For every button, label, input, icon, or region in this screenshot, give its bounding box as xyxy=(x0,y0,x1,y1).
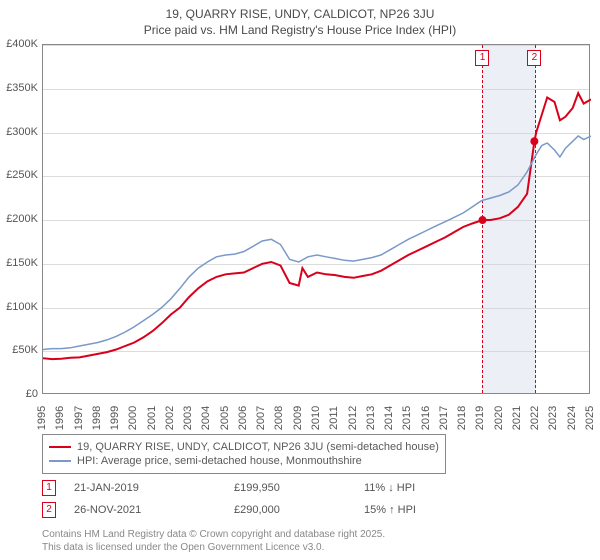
y-axis-label: £200K xyxy=(2,213,38,225)
x-axis-label: 2012 xyxy=(347,406,359,430)
x-axis-label: 2003 xyxy=(182,406,194,430)
chart-plot-area xyxy=(42,44,590,394)
x-axis-label: 2022 xyxy=(529,406,541,430)
y-axis-label: £400K xyxy=(2,38,38,50)
y-axis-label: £150K xyxy=(2,257,38,269)
x-axis-label: 2020 xyxy=(493,406,505,430)
sale-dot xyxy=(530,137,538,145)
sale-row-price: £290,000 xyxy=(234,504,364,516)
x-axis-label: 2024 xyxy=(566,406,578,430)
x-axis-label: 2004 xyxy=(200,406,212,430)
sale-marker-1: 1 xyxy=(475,50,489,66)
legend-label: 19, QUARRY RISE, UNDY, CALDICOT, NP26 3J… xyxy=(77,441,439,453)
y-axis-label: £300K xyxy=(2,126,38,138)
x-axis-label: 2025 xyxy=(584,406,596,430)
x-axis-label: 2019 xyxy=(474,406,486,430)
x-axis-label: 2000 xyxy=(127,406,139,430)
sale-row-hpi: 15% ↑ HPI xyxy=(364,504,416,516)
legend-item: 19, QUARRY RISE, UNDY, CALDICOT, NP26 3J… xyxy=(49,441,439,453)
y-axis-label: £100K xyxy=(2,301,38,313)
legend-swatch xyxy=(49,446,71,448)
chart-title: 19, QUARRY RISE, UNDY, CALDICOT, NP26 3J… xyxy=(0,0,600,38)
sale-dot xyxy=(478,216,486,224)
title-line-1: 19, QUARRY RISE, UNDY, CALDICOT, NP26 3J… xyxy=(0,6,600,22)
x-axis-label: 2009 xyxy=(292,406,304,430)
x-axis-label: 1997 xyxy=(73,406,85,430)
series-price_paid xyxy=(43,93,591,359)
x-axis-label: 2014 xyxy=(383,406,395,430)
x-axis-label: 2013 xyxy=(365,406,377,430)
title-line-2: Price paid vs. HM Land Registry's House … xyxy=(0,22,600,38)
sale-row-date: 26-NOV-2021 xyxy=(74,504,234,516)
sale-row-hpi: 11% ↓ HPI xyxy=(364,482,415,494)
x-axis-label: 2018 xyxy=(456,406,468,430)
chart-svg xyxy=(43,45,591,395)
sale-row-date: 21-JAN-2019 xyxy=(74,482,234,494)
x-axis-label: 2002 xyxy=(164,406,176,430)
sale-row-price: £199,950 xyxy=(234,482,364,494)
legend: 19, QUARRY RISE, UNDY, CALDICOT, NP26 3J… xyxy=(42,434,446,474)
sale-row: 2 26-NOV-2021£290,00015% ↑ HPI xyxy=(42,502,416,518)
x-axis-label: 1999 xyxy=(109,406,121,430)
x-axis-label: 2023 xyxy=(547,406,559,430)
legend-item: HPI: Average price, semi-detached house,… xyxy=(49,455,439,467)
x-axis-label: 2008 xyxy=(273,406,285,430)
y-axis-label: £350K xyxy=(2,82,38,94)
series-hpi xyxy=(43,136,591,350)
x-axis-label: 2001 xyxy=(146,406,158,430)
x-axis-label: 2010 xyxy=(310,406,322,430)
sale-row-marker: 1 xyxy=(42,480,56,496)
x-axis-label: 2005 xyxy=(219,406,231,430)
sale-row-marker: 2 xyxy=(42,502,56,518)
x-axis-label: 1998 xyxy=(91,406,103,430)
y-axis-label: £0 xyxy=(2,388,38,400)
x-axis-label: 2006 xyxy=(237,406,249,430)
x-axis-label: 2007 xyxy=(255,406,267,430)
x-axis-label: 2015 xyxy=(401,406,413,430)
footer-line-1: Contains HM Land Registry data © Crown c… xyxy=(42,528,385,541)
footer-line-2: This data is licensed under the Open Gov… xyxy=(42,541,385,554)
x-axis-label: 2017 xyxy=(438,406,450,430)
legend-swatch xyxy=(49,460,71,462)
sale-marker-2: 2 xyxy=(527,50,541,66)
x-axis-label: 2011 xyxy=(328,406,340,430)
attribution-footer: Contains HM Land Registry data © Crown c… xyxy=(42,528,385,554)
y-axis-label: £250K xyxy=(2,169,38,181)
x-axis-label: 1996 xyxy=(54,406,66,430)
sale-row: 1 21-JAN-2019£199,95011% ↓ HPI xyxy=(42,480,415,496)
legend-label: HPI: Average price, semi-detached house,… xyxy=(77,455,362,467)
x-axis-label: 2021 xyxy=(511,406,523,430)
y-axis-label: £50K xyxy=(2,344,38,356)
x-axis-label: 2016 xyxy=(420,406,432,430)
x-axis-label: 1995 xyxy=(36,406,48,430)
